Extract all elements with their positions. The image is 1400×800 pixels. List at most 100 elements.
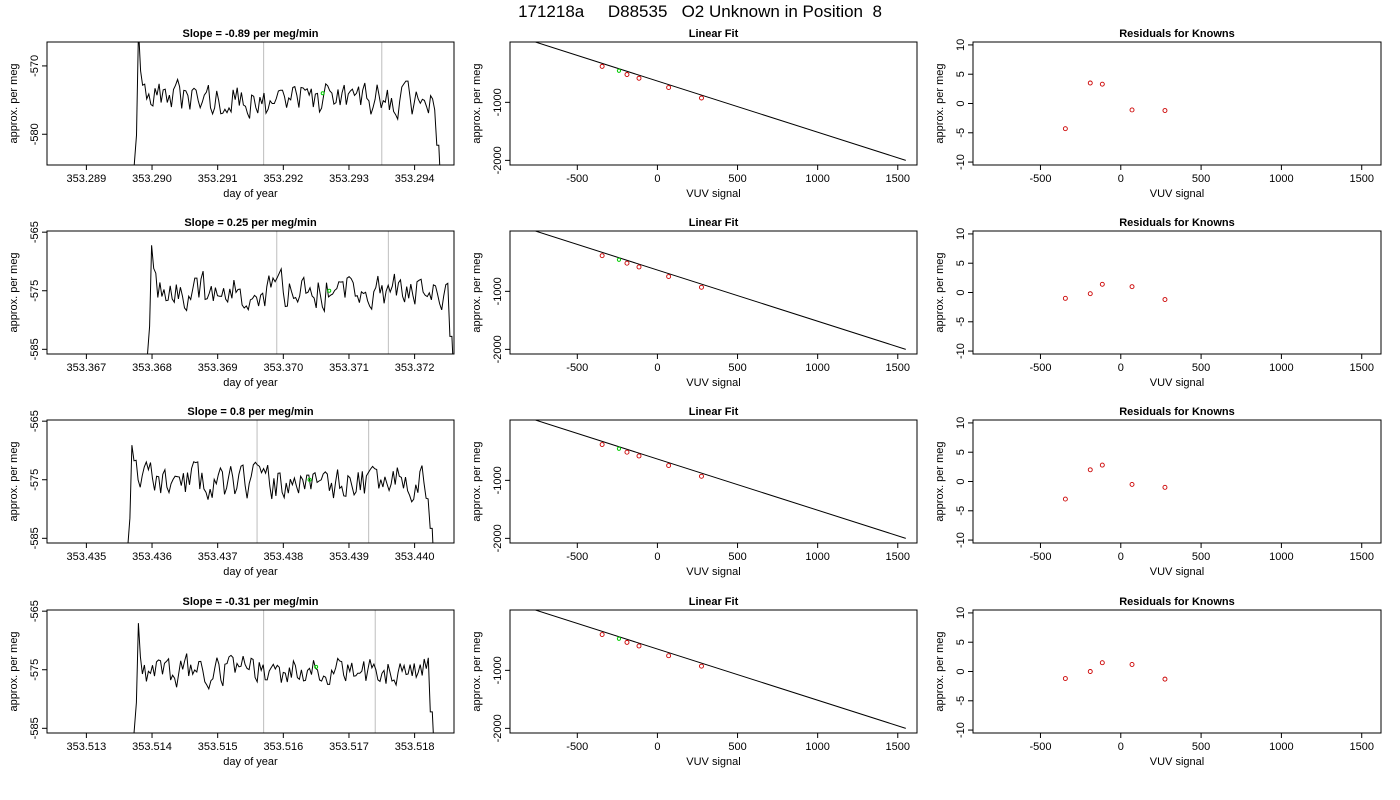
plot-frame [972,230,1382,355]
y-tick-label: 0 [955,289,967,295]
x-axis-label: VUV signal [686,566,740,578]
x-tick-label: 0 [1118,362,1124,374]
x-tick-label: 500 [728,362,746,374]
y-axis-label: approx. per meg [934,441,946,521]
panel-r2-c2: Residuals for Knowns -500 0 500 1000 1500 -10 -… [934,406,1382,578]
x-axis-label: VUV signal [1150,188,1204,200]
x-axis-label: VUV signal [686,756,740,768]
plot-area [533,231,906,350]
data-point [624,639,630,645]
panel-r1-c1: Linear Fit -500 0 500 1000 1500 -2000 -1000 VUV … [471,217,918,389]
plot-area [133,623,434,733]
plot-area [1062,281,1168,302]
panel-title: Linear Fit [689,596,739,608]
data-point [636,643,642,649]
x-tick-label: 353.293 [329,173,369,185]
x-tick-label: -500 [1029,741,1051,753]
data-point [1099,81,1105,87]
y-tick-label: -5 [955,506,967,516]
x-tick-label: 353.437 [198,551,238,563]
x-axis-label: VUV signal [1150,756,1204,768]
y-tick-label: -580 [29,123,41,145]
y-tick-label: -575 [29,659,41,681]
y-tick-label: 5 [955,449,967,455]
plot-area [127,445,434,543]
y-tick-label: 10 [955,607,967,619]
y-tick-label: -5 [955,128,967,138]
figure-title: 171218a D88535 O2 Unknown in Position 8 [518,2,882,21]
x-tick-label: 500 [1192,362,1210,374]
panel-title: Residuals for Knowns [1119,596,1235,608]
x-tick-label: 500 [1192,741,1210,753]
data-point [1087,291,1093,297]
x-tick-label: 500 [728,173,746,185]
y-tick-label: -2000 [492,146,504,174]
y-axis-label: approx. per meg [8,441,20,521]
y-axis-label: approx. per meg [471,631,483,711]
data-point [666,85,672,90]
x-tick-label: 1000 [1269,173,1293,185]
x-tick-label: 0 [654,551,660,563]
data-point [1062,295,1068,301]
y-tick-label: -585 [29,717,41,739]
x-tick-label: -500 [566,551,588,563]
data-point [1062,676,1068,681]
y-tick-label: 0 [955,100,967,106]
data-point [1087,669,1093,674]
x-tick-label: 0 [1118,551,1124,563]
data-point [599,442,605,447]
data-point [624,449,630,455]
panel-r2-c1: Linear Fit -500 0 500 1000 1500 -2000 -1000 VUV … [471,406,918,578]
data-point [666,463,672,468]
x-tick-label: -500 [1029,362,1051,374]
data-point [1087,467,1093,473]
plot-frame [46,609,455,734]
x-axis-label: VUV signal [686,188,740,200]
plot-frame [972,609,1382,734]
y-tick-label: -2000 [492,524,504,552]
data-point [666,653,672,659]
unknown-marker [320,91,325,96]
x-tick-label: 1000 [805,173,829,185]
x-tick-label: 500 [1192,551,1210,563]
x-tick-label: -500 [566,173,588,185]
y-tick-label: 5 [955,639,967,645]
data-point [636,264,642,270]
x-axis-label: day of year [223,756,278,768]
x-tick-label: 1500 [1349,173,1373,185]
unknown-marker [327,288,332,293]
y-tick-label: -565 [29,221,41,243]
y-tick-label: -570 [29,55,41,77]
panel-title: Linear Fit [689,28,739,40]
x-tick-label: 0 [654,362,660,374]
x-tick-label: 1000 [1269,551,1293,563]
plot-area [533,610,906,729]
y-tick-label: -10 [955,532,967,548]
unknown-marker [314,664,319,669]
panel-title: Residuals for Knowns [1119,406,1235,418]
y-tick-label: -575 [29,280,41,302]
data-point [1099,281,1105,287]
plot-frame [46,230,455,355]
x-tick-label: 353.294 [395,173,435,185]
x-tick-label: 353.438 [263,551,303,563]
x-axis-label: VUV signal [1150,566,1204,578]
unknown-point [616,257,622,262]
data-point [636,75,642,81]
y-tick-label: 10 [955,228,967,240]
y-tick-label: -1000 [492,656,504,684]
x-tick-label: 353.439 [329,551,369,563]
y-tick-label: 0 [955,668,967,674]
data-point [599,63,605,69]
plot-area [533,42,906,161]
y-tick-label: -10 [955,154,967,170]
data-point [1099,462,1105,468]
y-tick-label: 5 [955,71,967,77]
data-point [1162,297,1168,302]
x-tick-label: 353.371 [329,362,369,374]
data-point [1129,284,1135,290]
data-point [624,260,630,266]
y-tick-label: 0 [955,478,967,484]
panel-title: Slope = -0.31 per meg/min [182,596,318,608]
x-tick-label: 1500 [1349,362,1373,374]
